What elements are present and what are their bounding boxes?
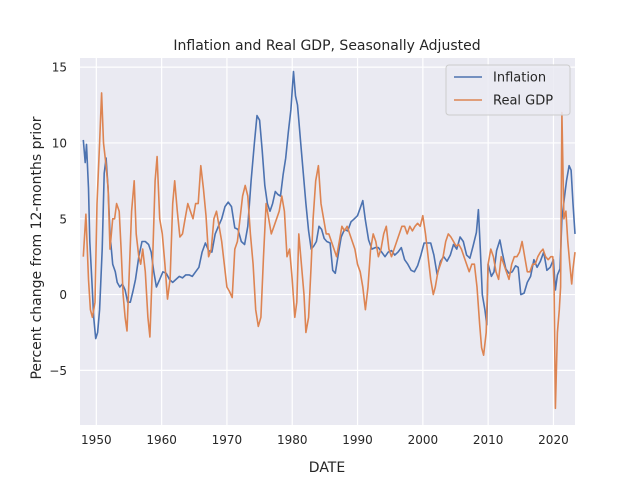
y-axis-ticks: −5 0 5 10 15 — [49, 61, 67, 378]
x-axis-label: DATE — [309, 460, 345, 476]
x-tick-label: 1960 — [146, 433, 177, 447]
x-tick-label: 1990 — [342, 433, 373, 447]
y-tick-label: 5 — [59, 212, 67, 226]
series-line-1 — [82, 92, 576, 410]
gridlines — [80, 58, 575, 425]
x-tick-label: 2000 — [408, 433, 439, 447]
x-tick-label: 1980 — [277, 433, 308, 447]
legend-entry: Inflation — [493, 71, 546, 86]
y-axis-label: Percent change from 12-months prior — [29, 116, 45, 379]
x-tick-label: 2010 — [473, 433, 504, 447]
x-axis-ticks: 1950 1960 1970 1980 1990 2000 2010 2020 — [81, 433, 569, 447]
series-lines — [82, 70, 576, 410]
series-line-0 — [82, 70, 576, 340]
legend: Inflation Real GDP — [445, 64, 571, 116]
y-tick-label: 0 — [59, 288, 67, 302]
x-tick-label: 2020 — [538, 433, 569, 447]
legend-entry: Real GDP — [493, 94, 553, 109]
chart-title: Inflation and Real GDP, Seasonally Adjus… — [173, 38, 480, 54]
y-tick-label: −5 — [49, 364, 67, 378]
y-tick-label: 15 — [52, 61, 67, 75]
x-tick-label: 1950 — [81, 433, 112, 447]
x-tick-label: 1970 — [212, 433, 243, 447]
y-tick-label: 10 — [52, 136, 67, 150]
